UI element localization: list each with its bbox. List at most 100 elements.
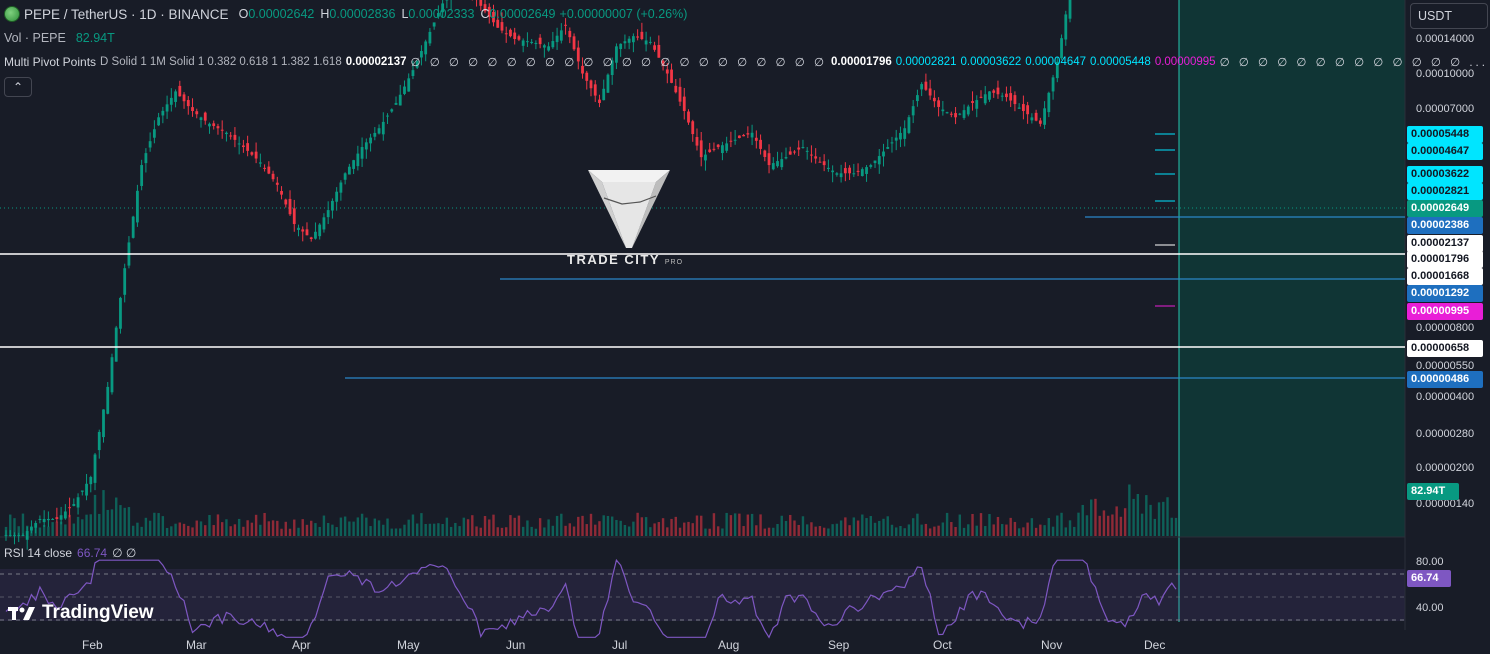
candle-body [398, 94, 402, 106]
rsi-legend[interactable]: RSI 14 close 66.74 ∅ ∅ [4, 546, 136, 560]
volume-bar [818, 526, 822, 536]
candle-body [68, 507, 71, 509]
candle-body [721, 145, 724, 154]
candle-body [284, 199, 288, 205]
currency-selector[interactable]: USDT [1410, 3, 1488, 29]
candle-body [500, 22, 504, 31]
volume-bar [225, 519, 228, 536]
symbol-legend[interactable]: PEPE / TetherUS · 1D · BINANCE O0.000026… [4, 6, 687, 22]
volume-bar [543, 527, 546, 536]
candle-body [954, 113, 957, 118]
candle-body [746, 133, 750, 135]
candle-body [644, 40, 648, 45]
candle-body [55, 517, 59, 519]
candle-body [106, 386, 110, 414]
candle-body [869, 165, 873, 167]
volume-bar [208, 515, 211, 536]
volume-bar [81, 519, 84, 536]
volume-bar [839, 520, 843, 536]
candle-body [661, 60, 665, 66]
volume-bar [670, 518, 673, 536]
candle-body [34, 523, 38, 528]
volume-bar [339, 517, 343, 536]
price-tag: 0.00002386 [1407, 217, 1483, 234]
candle-body [1043, 108, 1046, 125]
volume-bar [619, 520, 622, 536]
candle-body [250, 152, 254, 155]
volume-bar [441, 524, 444, 536]
candle-body [860, 169, 864, 177]
candle-body [856, 170, 860, 172]
volume-bar [984, 526, 987, 536]
volume-bar [865, 518, 868, 536]
candle-body [810, 154, 813, 156]
candle-body [631, 36, 635, 43]
volume-bar [666, 527, 669, 536]
volume-bar [568, 523, 572, 536]
candle-body [670, 69, 673, 83]
volume-bar [140, 526, 143, 536]
change-value: +0.00000007 (+0.26%) [559, 7, 688, 21]
candle-body [483, 4, 487, 12]
candle-body [568, 30, 572, 38]
pivot-legend[interactable]: Multi Pivot Points D Solid 1 1M Solid 1 … [4, 55, 1488, 69]
volume-bars [4, 484, 1178, 536]
volume-bar [632, 521, 635, 536]
candle-body [966, 106, 970, 115]
candle-body [890, 142, 894, 144]
volume-bar [293, 519, 296, 536]
candle-body [1026, 105, 1030, 115]
month-label: Jun [506, 638, 526, 652]
tradecity-sub: PRO [664, 259, 684, 266]
volume-bar [505, 527, 508, 536]
volume-legend[interactable]: Vol · PEPE 82.94T [4, 31, 115, 45]
volume-bar [1115, 506, 1118, 536]
candle-body [691, 121, 695, 135]
candle-body [195, 111, 199, 115]
candle-body [157, 117, 161, 126]
candle-body [648, 41, 652, 43]
month-label: Feb [82, 638, 103, 652]
volume-bar [326, 523, 330, 536]
candle-body [894, 137, 898, 141]
ohlc-key: L [401, 7, 409, 21]
volume-bar [835, 523, 839, 536]
volume-bar [742, 526, 745, 536]
tradingview-logo[interactable]: TradingView [8, 602, 154, 624]
volume-bar [640, 517, 644, 536]
volume-bar [517, 515, 521, 536]
volume-bar [814, 526, 817, 536]
candle-body [275, 182, 279, 185]
candle-body [932, 97, 936, 102]
candle-body [937, 100, 941, 107]
volume-bar [958, 514, 962, 536]
price-tag: 0.00001292 [1407, 285, 1483, 302]
volume-bar [763, 528, 767, 536]
candle-body [292, 208, 296, 225]
candle-body [653, 45, 656, 50]
volume-bar [305, 524, 309, 536]
volume-bar [1098, 515, 1101, 536]
collapse-legend-button[interactable]: ⌃ [4, 77, 32, 97]
candle-body [17, 535, 21, 537]
candle-body [390, 109, 394, 112]
volume-bar [403, 524, 406, 536]
symbol-title[interactable]: PEPE / TetherUS · 1D · BINANCE [24, 6, 229, 22]
volume-bar [483, 516, 487, 536]
candle-body [899, 132, 902, 140]
candle-body [627, 38, 631, 43]
volume-bar [115, 497, 118, 536]
candle-body [487, 6, 491, 17]
volume-bar [204, 525, 207, 536]
rsi-line [5, 558, 1177, 639]
candle-body [708, 149, 712, 153]
candle-body [831, 170, 835, 173]
volume-bar [1026, 522, 1029, 536]
volume-bar [1157, 502, 1161, 536]
candle-body [615, 46, 618, 63]
volume-bar [691, 523, 694, 536]
candle-body [1060, 38, 1063, 59]
candle-body [203, 112, 207, 121]
volume-bar [1043, 525, 1046, 536]
